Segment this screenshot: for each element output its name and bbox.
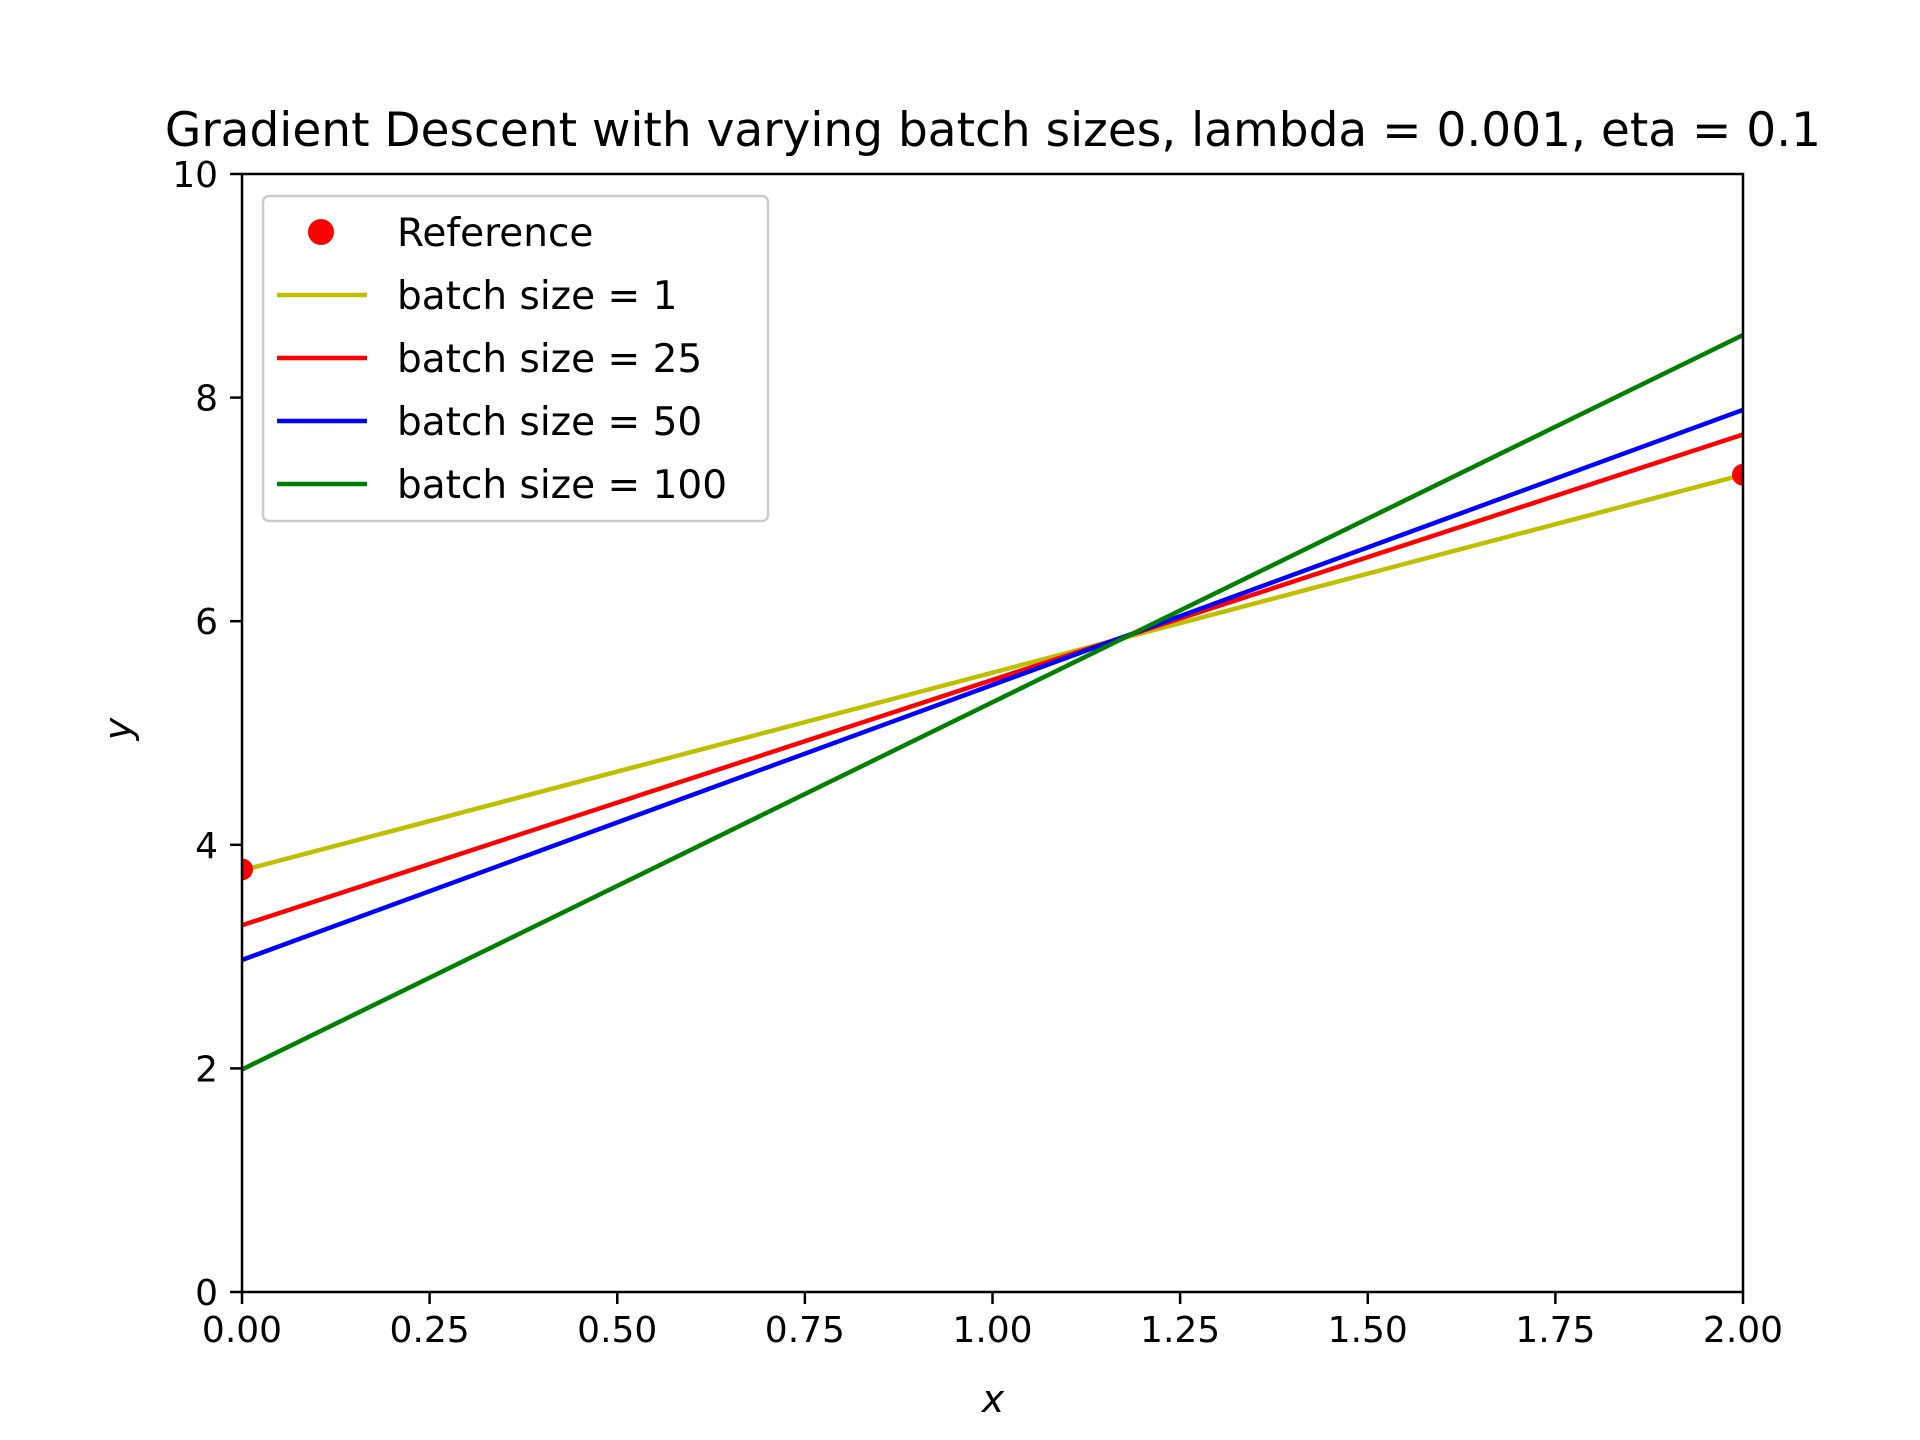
x-tick-label: 0.50 <box>577 1310 657 1351</box>
x-tick-label: 1.75 <box>1515 1310 1595 1351</box>
y-tick-label: 8 <box>195 379 218 420</box>
y-tick-label: 2 <box>195 1049 218 1090</box>
plot-content <box>242 332 1743 1072</box>
x-tick-label: 0.75 <box>765 1310 845 1351</box>
x-tick-label: 1.50 <box>1328 1310 1408 1351</box>
series-line-4 <box>242 332 1743 1072</box>
reference-point <box>1732 463 1743 486</box>
x-tick-label: 0.00 <box>202 1310 282 1351</box>
x-tick-label: 1.00 <box>952 1310 1032 1351</box>
reference-point <box>242 858 253 881</box>
y-tick-label: 0 <box>195 1273 218 1314</box>
y-axis-label: y <box>96 717 140 741</box>
legend-label: Reference <box>397 211 593 256</box>
axes: 0.00 0.25 0.50 0.75 1.00 1.25 1.50 1.75 2.00 0 2 4 6… <box>172 155 1783 1351</box>
plot-area <box>242 332 1743 1072</box>
legend-label: batch size = 1 <box>397 274 677 319</box>
y-tick-label: 6 <box>195 602 218 643</box>
legend-marker <box>308 219 334 245</box>
series-line-1 <box>242 472 1743 873</box>
series-line-3 <box>242 407 1743 963</box>
legend-label: batch size = 50 <box>397 400 702 445</box>
x-tick-label: 1.25 <box>1140 1310 1220 1351</box>
y-tick-label: 10 <box>172 155 218 196</box>
y-tick-label: 4 <box>195 826 218 867</box>
legend-label: batch size = 25 <box>397 337 702 382</box>
x-tick-label: 2.00 <box>1703 1310 1783 1351</box>
x-axis-label: x <box>981 1377 1005 1421</box>
legend: Reference batch size = 1 batch size = 25 ba… <box>261 194 770 523</box>
series-line-2 <box>242 432 1743 928</box>
chart-title: Gradient Descent with varying batch size… <box>165 103 1821 158</box>
legend-label: batch size = 100 <box>397 463 727 508</box>
x-tick-label: 0.25 <box>390 1310 470 1351</box>
legend-box <box>261 194 770 523</box>
